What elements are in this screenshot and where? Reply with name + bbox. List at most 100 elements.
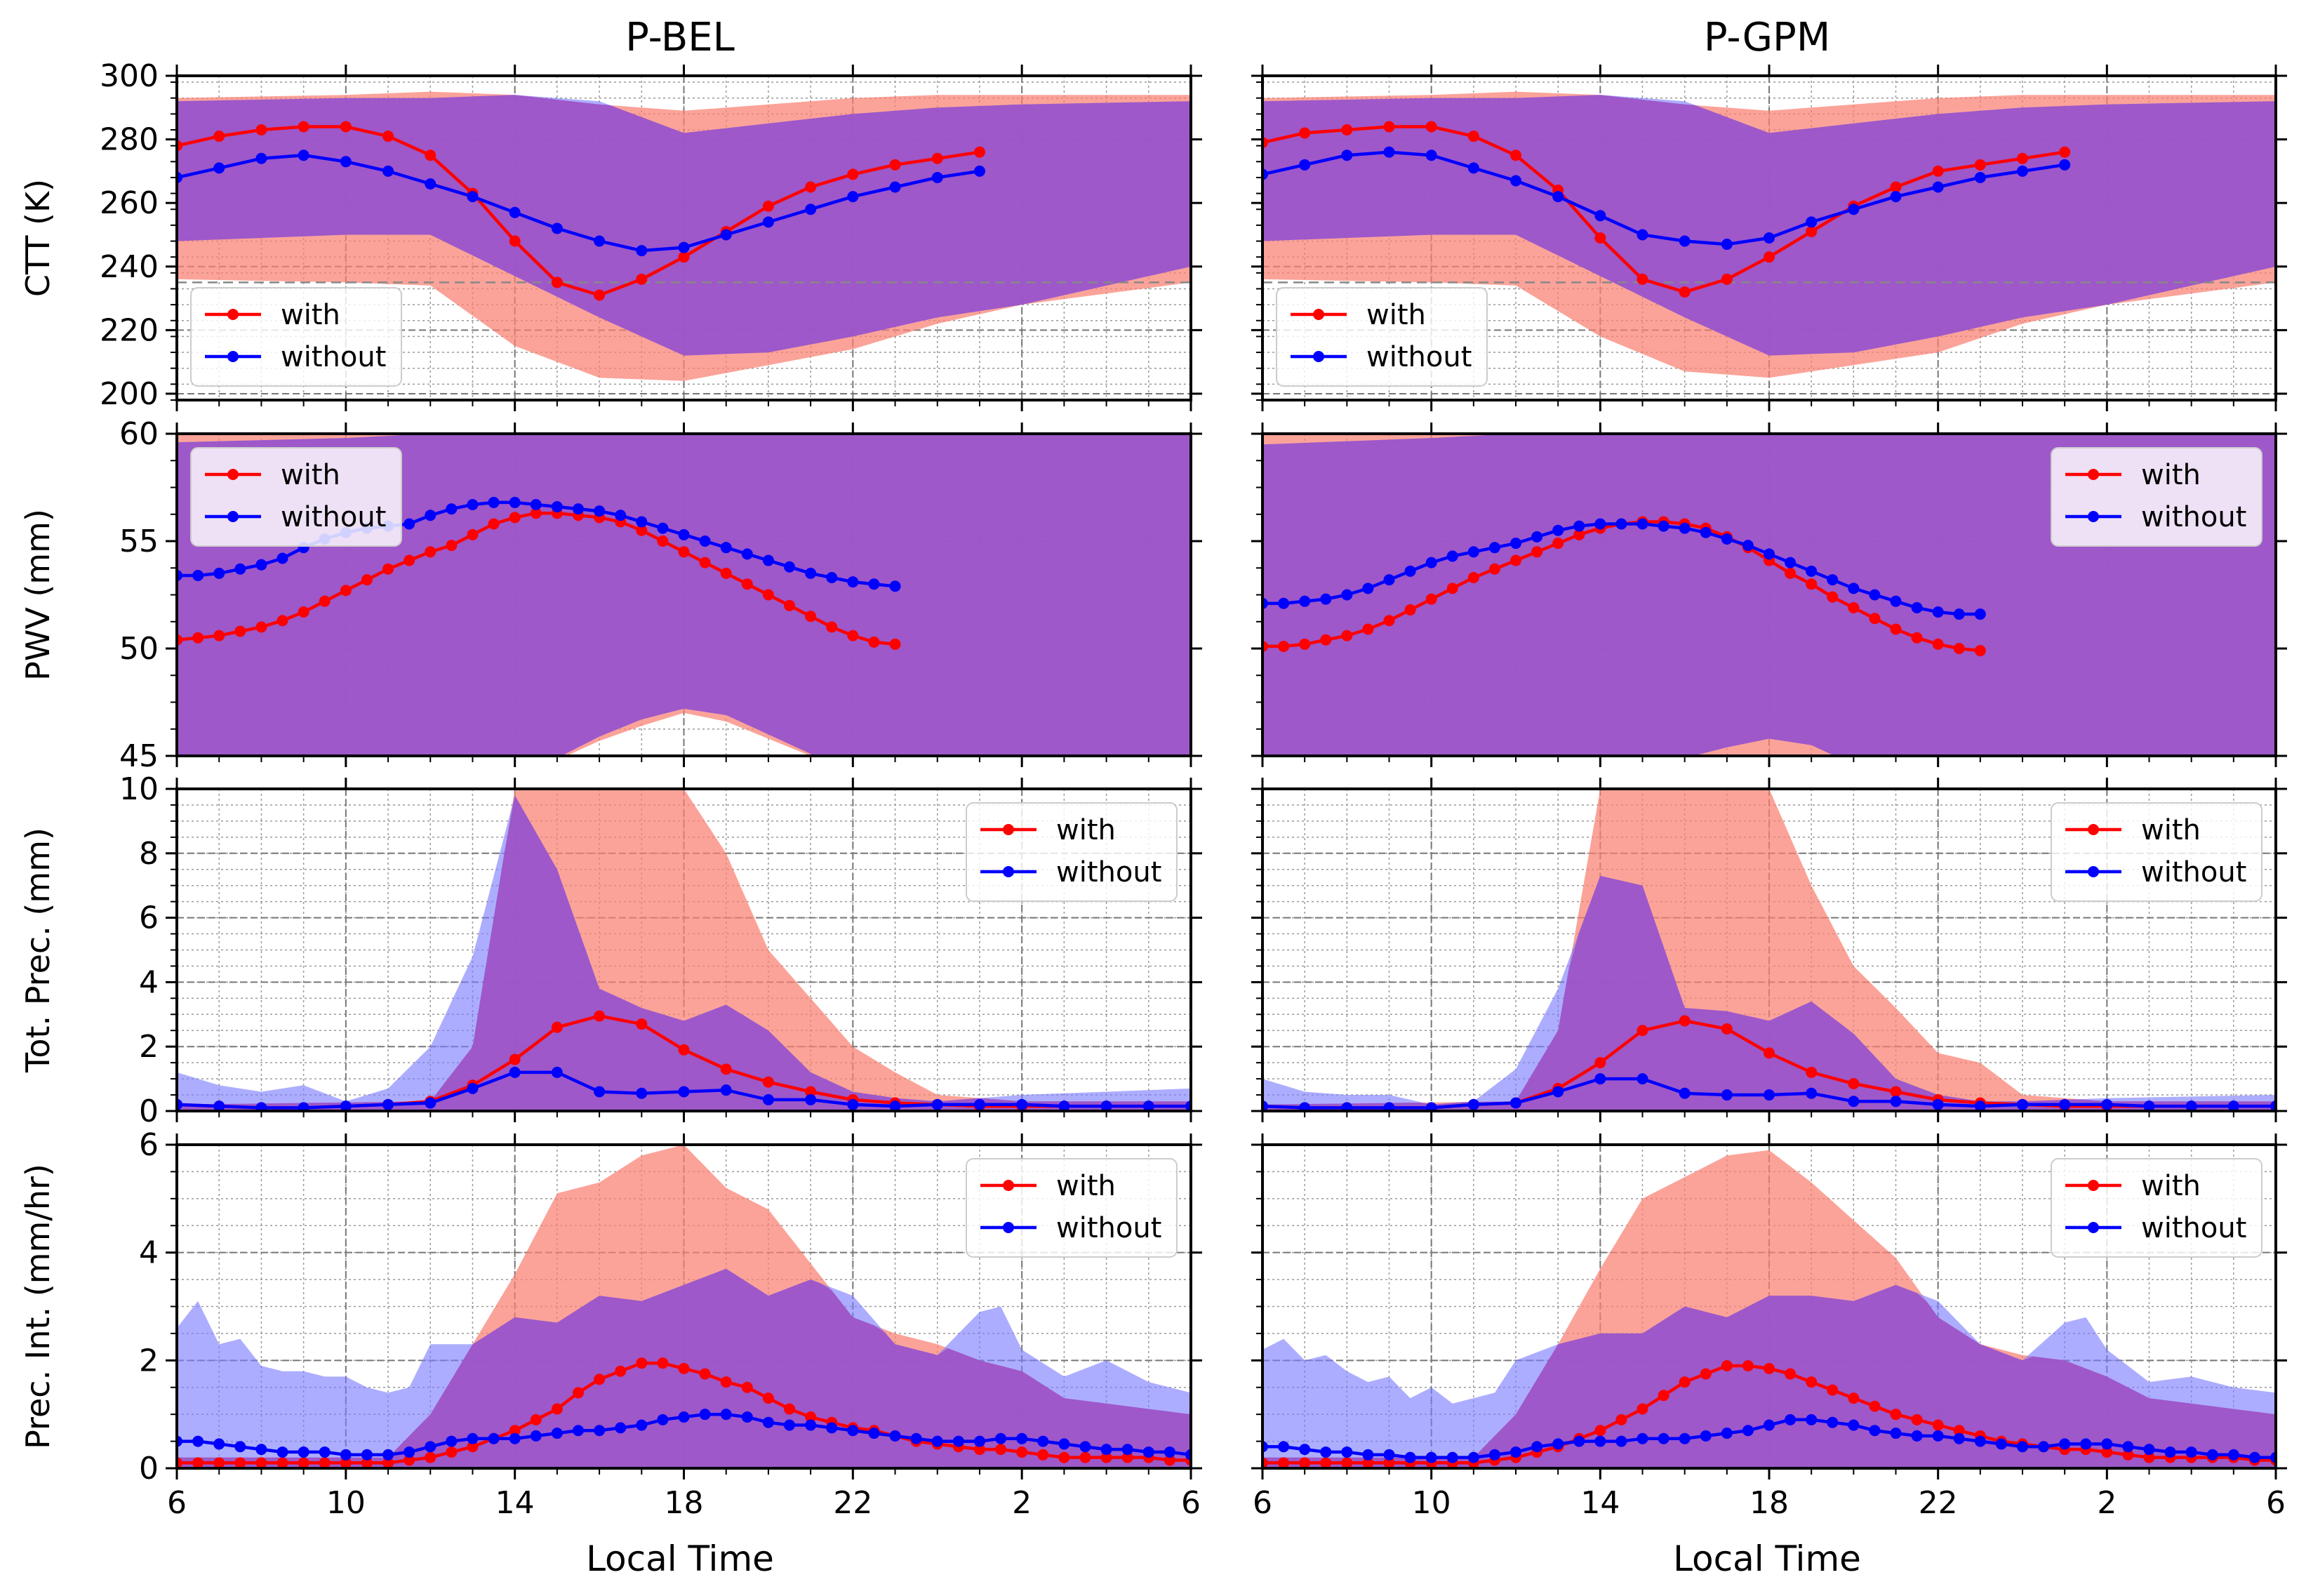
data-point-with (762, 200, 774, 212)
plot-area (1262, 1145, 2276, 1468)
data-point-with (1341, 124, 1353, 135)
data-point-with (298, 606, 309, 618)
data-point-with (1764, 1047, 1775, 1059)
data-point-with (762, 1392, 774, 1404)
legend: with without (190, 447, 402, 547)
legend: with without (966, 802, 1178, 902)
data-point-without (1764, 1419, 1775, 1431)
data-point-with (657, 536, 669, 547)
legend-box (966, 802, 1178, 902)
data-point-without (425, 1097, 436, 1109)
data-point-without (636, 245, 648, 257)
x-tick-label: 6 (1181, 1485, 1201, 1521)
data-point-without (636, 516, 648, 528)
legend-label-without: without (281, 341, 386, 373)
data-point-without (678, 1411, 690, 1423)
data-point-without (1016, 1432, 1028, 1444)
data-point-without (1890, 191, 1902, 203)
data-point-without (382, 1449, 394, 1461)
data-point-without (1142, 1100, 1154, 1111)
data-point-without (467, 1432, 479, 1444)
data-point-without (1974, 171, 1986, 183)
plot-area (1262, 789, 2276, 1111)
data-point-without (1058, 1100, 1070, 1111)
data-point-with (340, 1457, 352, 1468)
data-point-with (234, 1457, 246, 1468)
data-point-without (234, 1441, 246, 1453)
y-tick-label: 280 (100, 122, 159, 158)
data-point-with (530, 507, 542, 519)
data-point-without (1299, 159, 1311, 171)
data-point-with (1700, 1368, 1712, 1380)
data-point-with (446, 540, 458, 552)
data-point-without (1742, 540, 1754, 552)
data-point-with (1679, 1015, 1691, 1027)
y-tick-label: 55 (119, 524, 159, 559)
data-point-with (509, 235, 521, 247)
data-point-without (1679, 522, 1691, 534)
data-point-without (1425, 1102, 1437, 1111)
y-tick-label: 10 (119, 771, 159, 807)
data-point-without (699, 1409, 711, 1421)
data-point-without (2059, 159, 2071, 171)
data-point-without (1637, 229, 1648, 241)
data-point-without (572, 503, 584, 515)
data-point-with (382, 1457, 394, 1468)
data-point-without (2248, 1451, 2260, 1463)
data-point-without (973, 1435, 985, 1447)
legend-box (2051, 802, 2262, 902)
data-point-with (1299, 127, 1311, 139)
data-point-without (255, 559, 267, 571)
data-point-without (319, 1446, 331, 1458)
legend-marker-with (2088, 1180, 2099, 1191)
data-point-with (1806, 1376, 1818, 1388)
data-point-without (509, 206, 521, 218)
y-tick-label: 4 (139, 964, 159, 1000)
x-tick-label: 10 (1412, 1485, 1451, 1521)
data-point-without (1552, 524, 1564, 536)
data-point-with (826, 621, 838, 633)
data-point-with (699, 557, 711, 568)
data-point-with (1299, 1457, 1311, 1468)
data-point-without (1404, 565, 1416, 577)
data-point-with (699, 1368, 711, 1380)
data-point-with (784, 1403, 796, 1415)
data-point-without (255, 152, 267, 164)
data-point-with (1058, 1451, 1070, 1463)
data-point-without (530, 498, 542, 510)
y-tick-label: 6 (139, 900, 159, 936)
data-point-without (636, 1419, 648, 1431)
data-point-without (1764, 232, 1775, 244)
data-point-with (720, 1063, 732, 1075)
data-point-with (1510, 149, 1521, 161)
data-point-with (973, 1444, 985, 1456)
data-point-with (2143, 1451, 2155, 1463)
data-point-with (319, 595, 331, 607)
data-point-with (1383, 1457, 1395, 1468)
data-point-without (2038, 1441, 2050, 1453)
data-point-without (2164, 1446, 2176, 1458)
data-point-without (868, 578, 880, 590)
data-point-with (1848, 601, 1860, 613)
data-point-without (1911, 1430, 1923, 1442)
data-point-without (657, 522, 669, 534)
legend-marker-with (2088, 469, 2099, 480)
data-point-with (213, 1457, 225, 1468)
data-point-with (1615, 1414, 1627, 1425)
plot-area (1262, 434, 2276, 756)
data-point-with (1467, 131, 1479, 142)
data-point-without (1764, 1089, 1775, 1101)
data-point-without (1121, 1444, 1133, 1456)
data-point-with (1446, 583, 1458, 594)
data-point-without (931, 171, 943, 183)
data-point-with (1299, 638, 1311, 650)
x-tick-label: 2 (2097, 1485, 2117, 1521)
legend-label-with: with (2141, 459, 2201, 491)
data-point-without (1806, 565, 1818, 577)
data-point-without (678, 1086, 690, 1098)
data-point-without (2143, 1444, 2155, 1456)
data-point-without (382, 1098, 394, 1110)
data-point-with (1827, 591, 1839, 603)
data-point-with (678, 546, 690, 558)
